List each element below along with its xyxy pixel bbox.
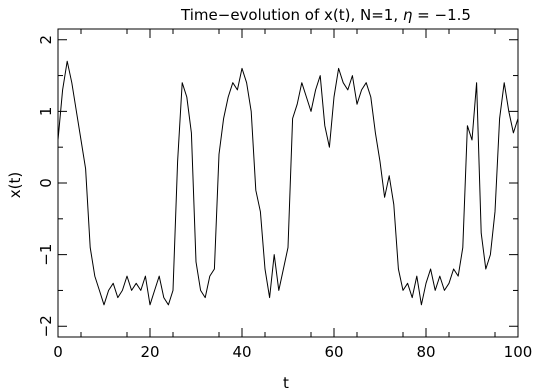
x-tick-label: 60 — [324, 343, 343, 361]
y-tick-label: −2 — [37, 315, 55, 337]
chart-title: Time−evolution of x(t), N=1, η = −1.5 — [180, 6, 471, 24]
x-axis-label: t — [283, 374, 289, 391]
y-tick-label: 1 — [37, 107, 55, 117]
series-line — [57, 60, 519, 306]
y-tick-label: 2 — [37, 35, 55, 45]
x-tick-label: 0 — [53, 343, 63, 361]
x-tick-label: 40 — [232, 343, 251, 361]
plot-area: 0 20 40 60 80 100 −2 −1 0 1 2 — [37, 28, 533, 361]
plot-frame — [57, 28, 519, 338]
y-axis-label: x(t) — [6, 172, 24, 198]
y-tick-label: 0 — [37, 178, 55, 188]
x-tick-label: 20 — [140, 343, 159, 361]
x-tick-label: 80 — [416, 343, 435, 361]
x-tick-label: 100 — [504, 343, 533, 361]
y-tick-label: −1 — [37, 244, 55, 266]
